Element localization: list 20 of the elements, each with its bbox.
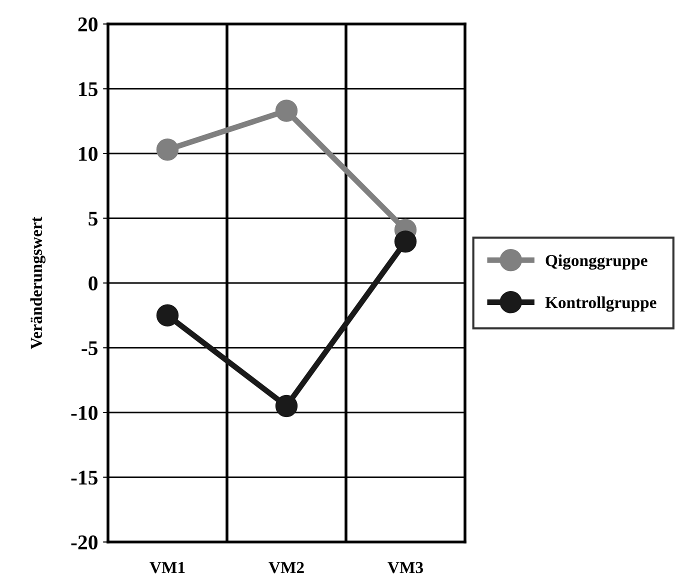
y-axis-title: Veränderungswert: [30, 216, 46, 350]
x-tick-label: VM2: [268, 562, 304, 574]
point: [275, 394, 298, 418]
point: [394, 230, 417, 253]
y-tick-label: -15: [71, 470, 98, 485]
point: [156, 138, 179, 161]
y-tick-label: 15: [79, 82, 98, 96]
point: [156, 304, 179, 326]
legend-label: Qigonggruppe: [546, 254, 648, 270]
point: [275, 100, 298, 122]
y-tick-label: 5: [88, 212, 98, 226]
x-tick-label: VM3: [388, 562, 423, 574]
y-tick-label: -20: [71, 535, 98, 550]
y-tick-label: -10: [71, 406, 98, 420]
y-tick-label: 20: [78, 17, 98, 32]
y-tick-label: 0: [88, 276, 98, 290]
y-tick-label: -5: [82, 341, 98, 356]
legend-label: Kontrollgruppe: [545, 296, 656, 312]
y-tick-label: 10: [79, 146, 98, 161]
x-tick-label: VM1: [150, 562, 185, 574]
